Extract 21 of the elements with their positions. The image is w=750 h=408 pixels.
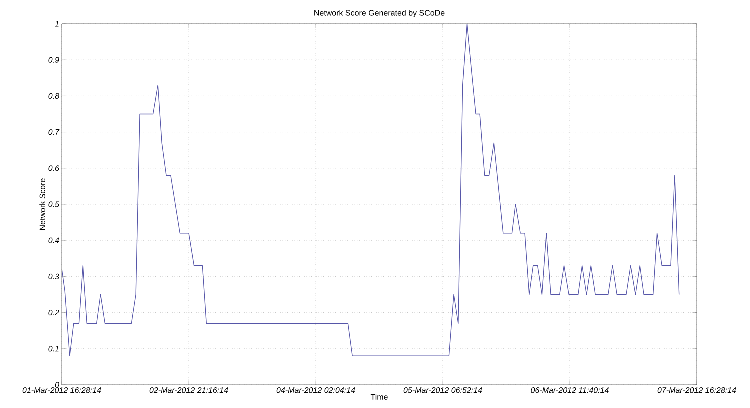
y-tick-label: 0.6 [48, 166, 60, 172]
y-axis-title: Network Score [40, 178, 46, 230]
y-tick-label: 0.3 [48, 274, 60, 280]
y-tick-label: 1 [55, 21, 59, 27]
x-tick-label: 01-Mar-2012 16:28:14 [22, 388, 102, 394]
y-tick-label: 0.5 [48, 202, 60, 208]
x-tick-label: 04-Mar-2012 02:04:14 [276, 388, 356, 394]
x-tick-label: 06-Mar-2012 11:40:14 [531, 388, 609, 394]
x-tick-label: 07-Mar-2012 16:28:14 [658, 388, 736, 394]
chart-title: Network Score Generated by SCoDe [314, 10, 445, 18]
x-tick-label: 02-Mar-2012 21:16:14 [150, 388, 228, 394]
y-tick-label: 0 [55, 382, 60, 388]
y-tick-label: 0.7 [48, 129, 60, 136]
x-axis-title: Time [370, 394, 388, 400]
y-tick-label: 0.8 [48, 93, 60, 100]
x-tick-label: 05-Mar-2012 06:52:14 [404, 388, 482, 394]
y-tick-label: 0.2 [48, 310, 60, 316]
line-series [62, 24, 680, 356]
y-tick-label: 0.1 [48, 346, 59, 352]
y-tick-label: 0.4 [48, 238, 60, 244]
y-tick-label: 0.9 [48, 57, 60, 63]
